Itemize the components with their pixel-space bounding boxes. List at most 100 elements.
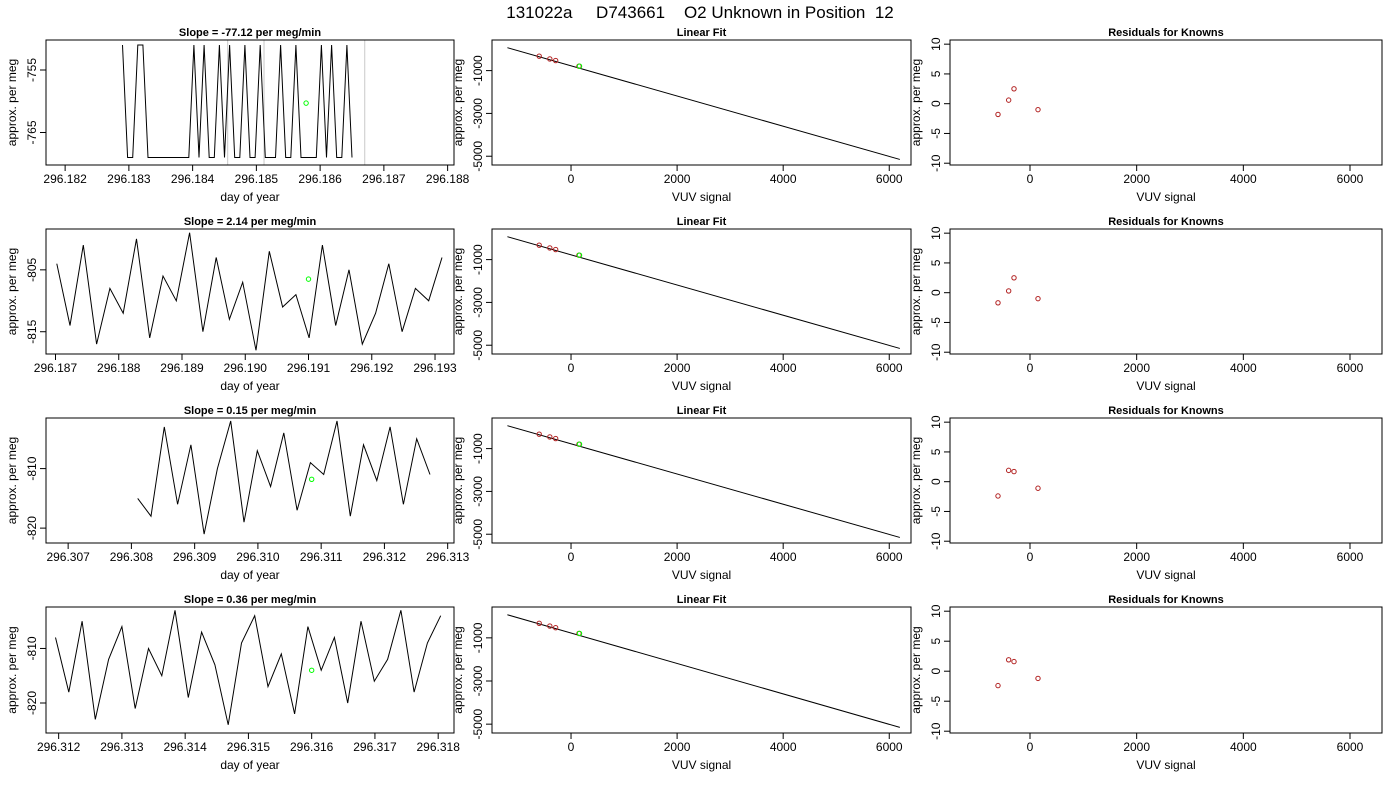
panel-2-1: Linear Fit 0 2000 4000 6000 -1000 -3000 -5000 VU… bbox=[451, 405, 912, 582]
x-tick-label: 296.186 bbox=[298, 172, 342, 186]
x-axis-label: VUV signal bbox=[672, 758, 731, 772]
y-tick-label: -5 bbox=[929, 696, 943, 707]
known-point bbox=[547, 434, 553, 440]
residual-point bbox=[1005, 467, 1012, 474]
known-point bbox=[552, 625, 559, 631]
x-tick-label: 296.188 bbox=[97, 361, 141, 375]
x-tick-label: 296.183 bbox=[107, 172, 151, 186]
y-tick-label: -755 bbox=[25, 58, 39, 82]
y-tick-label: -10 bbox=[929, 722, 943, 740]
plot-area bbox=[507, 425, 900, 538]
x-tick-label: 2000 bbox=[664, 361, 691, 375]
x-axis-label: day of year bbox=[220, 568, 279, 582]
y-axis-label: approx. per meg bbox=[909, 248, 923, 335]
panel-title: Slope = 0.15 per meg/min bbox=[184, 405, 317, 417]
panel-1-2: Residuals for Knowns 0 2000 4000 6000 -10 -5 0 5… bbox=[909, 216, 1383, 393]
x-tick-label: 0 bbox=[568, 740, 575, 754]
known-point bbox=[536, 242, 542, 248]
plot-frame bbox=[491, 228, 912, 355]
x-axis-label: VUV signal bbox=[1136, 379, 1195, 393]
x-tick-label: 296.312 bbox=[363, 550, 407, 564]
x-tick-label: 296.314 bbox=[163, 740, 207, 754]
x-tick-label: 296.312 bbox=[37, 740, 81, 754]
x-tick-label: 4000 bbox=[1230, 172, 1257, 186]
page-title: 131022a D743661 O2 Unknown in Position 1… bbox=[506, 3, 894, 22]
plot-area bbox=[507, 47, 900, 160]
panel-title: Residuals for Knowns bbox=[1108, 405, 1224, 417]
plot-frame bbox=[491, 39, 912, 166]
x-tick-label: 0 bbox=[1027, 550, 1034, 564]
plot-area bbox=[995, 467, 1041, 499]
y-tick-label: 5 bbox=[929, 638, 943, 645]
x-tick-label: 0 bbox=[568, 361, 575, 375]
y-tick-label: 0 bbox=[929, 668, 943, 675]
y-tick-label: -10 bbox=[929, 154, 943, 172]
trace-line bbox=[122, 44, 353, 158]
y-tick-label: -5 bbox=[929, 128, 943, 139]
plot-area bbox=[56, 232, 443, 351]
panel-2-2: Residuals for Knowns 0 2000 4000 6000 -10 -5 0 5… bbox=[909, 405, 1383, 582]
y-tick-label: 10 bbox=[929, 604, 943, 618]
y-tick-label: -1000 bbox=[471, 622, 485, 653]
panel-1-0: Slope = 2.14 per meg/min 296.187 296.188 29… bbox=[5, 216, 457, 393]
trace-line bbox=[55, 610, 442, 725]
panel-0-0: Slope = -77.12 per meg/min 296.182 296.183… bbox=[5, 27, 470, 204]
trace-line bbox=[137, 420, 431, 535]
y-axis-label: approx. per meg bbox=[451, 59, 465, 146]
x-tick-label: 296.184 bbox=[171, 172, 215, 186]
y-tick-label: 0 bbox=[929, 289, 943, 296]
plot-frame bbox=[45, 606, 455, 734]
panel-title: Residuals for Knowns bbox=[1108, 216, 1224, 228]
plot-area bbox=[507, 614, 900, 728]
x-tick-label: 6000 bbox=[876, 740, 903, 754]
plot-frame bbox=[949, 417, 1383, 544]
residual-point bbox=[1005, 97, 1012, 103]
x-tick-label: 296.188 bbox=[426, 172, 470, 186]
residual-point bbox=[1035, 106, 1041, 113]
known-point bbox=[552, 57, 559, 64]
x-tick-label: 296.182 bbox=[43, 172, 87, 186]
known-point bbox=[536, 431, 542, 437]
x-tick-label: 296.316 bbox=[290, 740, 334, 754]
y-tick-label: -765 bbox=[25, 120, 39, 144]
y-tick-label: -5 bbox=[929, 506, 943, 517]
residual-point bbox=[1035, 675, 1041, 682]
x-tick-label: 296.187 bbox=[362, 172, 406, 186]
x-tick-label: 296.189 bbox=[160, 361, 204, 375]
known-point bbox=[536, 53, 542, 59]
residual-point bbox=[995, 300, 1001, 306]
x-tick-label: 0 bbox=[1027, 740, 1034, 754]
x-axis-label: VUV signal bbox=[672, 190, 731, 204]
residual-point bbox=[1011, 86, 1017, 92]
x-tick-label: 2000 bbox=[664, 740, 691, 754]
plot-frame bbox=[949, 606, 1383, 734]
x-tick-label: 6000 bbox=[1337, 740, 1364, 754]
panel-0-2: Residuals for Knowns 0 2000 4000 6000 -10 -5 0 5… bbox=[909, 27, 1383, 204]
unknown-point bbox=[576, 63, 583, 69]
panel-3-2: Residuals for Knowns 0 2000 4000 6000 -10 -5 0 5… bbox=[909, 594, 1383, 772]
y-tick-label: -810 bbox=[25, 636, 39, 660]
x-tick-label: 296.193 bbox=[413, 361, 457, 375]
y-tick-label: -810 bbox=[25, 456, 39, 480]
plot-area bbox=[137, 420, 431, 535]
x-tick-label: 6000 bbox=[1337, 172, 1364, 186]
y-axis-label: approx. per meg bbox=[909, 59, 923, 146]
y-tick-label: 0 bbox=[929, 478, 943, 485]
trace-line bbox=[56, 232, 443, 351]
panel-3-1: Linear Fit 0 2000 4000 6000 -1000 -3000 -5000 VU… bbox=[451, 594, 912, 772]
fit-line bbox=[507, 236, 900, 349]
x-tick-label: 4000 bbox=[770, 740, 797, 754]
y-tick-label: -3000 bbox=[471, 665, 485, 696]
x-tick-label: 296.191 bbox=[287, 361, 331, 375]
x-axis-label: VUV signal bbox=[1136, 568, 1195, 582]
x-tick-label: 2000 bbox=[1123, 172, 1150, 186]
x-tick-label: 0 bbox=[568, 172, 575, 186]
y-tick-label: -1000 bbox=[471, 55, 485, 86]
y-axis-label: approx. per meg bbox=[451, 437, 465, 524]
residual-point bbox=[1011, 468, 1017, 475]
x-tick-label: 6000 bbox=[876, 550, 903, 564]
plot-area bbox=[122, 40, 366, 165]
x-tick-label: 296.313 bbox=[426, 550, 470, 564]
plot-frame bbox=[949, 39, 1383, 166]
